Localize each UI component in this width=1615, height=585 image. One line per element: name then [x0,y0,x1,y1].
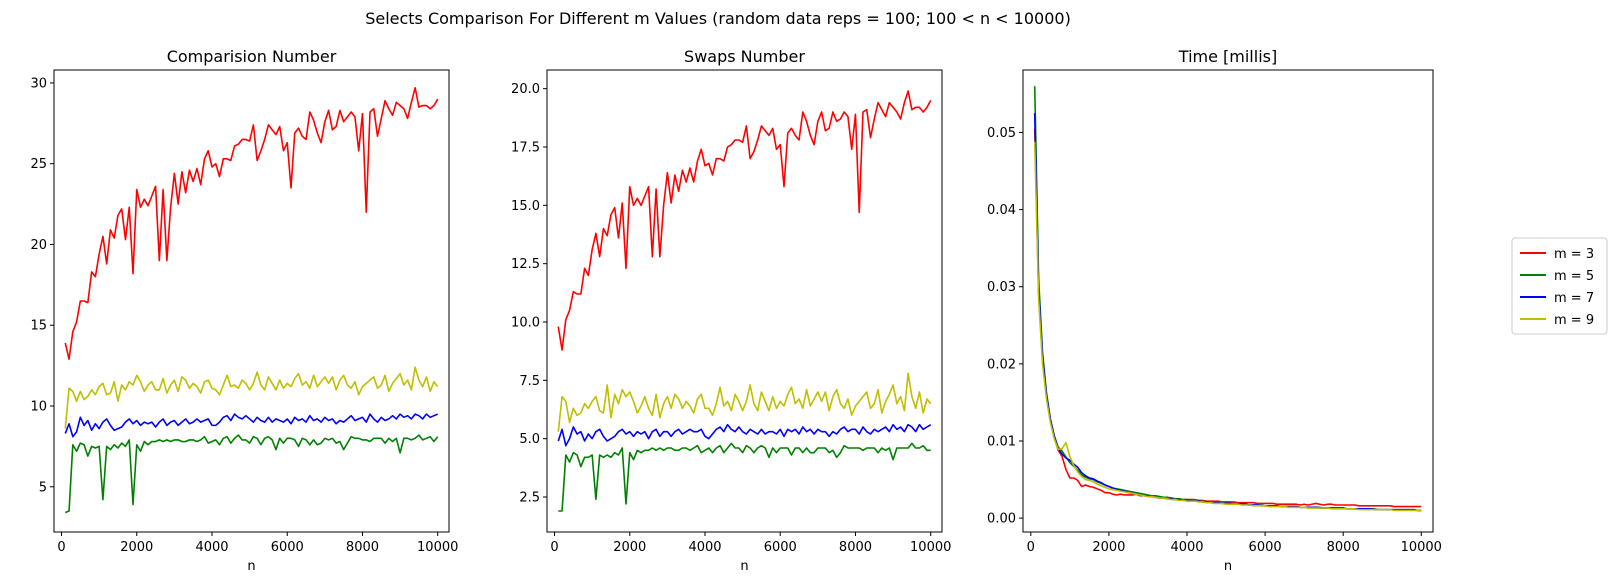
legend-label: m = 9 [1554,313,1594,328]
x-tick-label: 6000 [271,540,304,555]
series-line-3 [557,423,932,447]
series-line-3 [64,413,439,438]
x-axis-label: n [740,559,748,574]
series-line-3 [1033,113,1422,512]
axes-frame [53,69,450,533]
y-tick-label: 0.05 [987,126,1016,141]
y-tick-label: 20.0 [511,82,540,97]
y-tick-label: 25 [30,157,47,172]
subplot-3: Time [millis] 0 2000 4000 6000 8000 10000 0.00 0… [987,47,1442,574]
y-tick-label: 10.0 [511,316,540,331]
y-tick-label: 5.0 [519,432,540,447]
x-tick-label: 2000 [1092,540,1125,555]
x-tick-label: 6000 [1249,540,1282,555]
series-line-1 [557,90,932,351]
series-line-2 [1033,86,1422,512]
figure-title: Selects Comparison For Different m Value… [365,9,1071,28]
subplot-1: Comparision Number 0 2000 4000 6000 8000 10000… [30,47,458,574]
y-tick-label: 5 [39,480,47,495]
x-tick-label: 4000 [195,540,228,555]
x-tick-label: 0 [57,540,65,555]
legend-label: m = 3 [1554,247,1594,262]
y-tick-label: 0.04 [987,203,1016,218]
x-tick-label: 8000 [346,540,379,555]
series-line-1 [64,86,439,360]
y-tick-label: 0.03 [987,280,1016,295]
y-tick-label: 15 [30,319,47,334]
y-tick-label: 0.01 [987,434,1016,449]
x-tick-label: 2000 [120,540,153,555]
series-line-1 [1033,128,1422,508]
series-line-4 [557,372,932,432]
x-axis-label: n [247,559,255,574]
series-line-4 [64,366,439,429]
series-group [64,86,439,514]
series-group [557,90,932,512]
series-line-2 [64,434,439,514]
series-group [1033,86,1422,512]
legend: m = 3 m = 5 m = 7 m = 9 [1511,237,1608,335]
subplot-2: Swaps Number 0 2000 4000 6000 8000 10000 2.5 5.0… [511,47,951,574]
y-tick-label: 17.5 [511,141,540,156]
x-tick-label: 6000 [764,540,797,555]
axes-frame [546,69,943,533]
y-tick-label: 15.0 [511,199,540,214]
y-tick-label: 12.5 [511,257,540,272]
x-tick-label: 10000 [910,540,951,555]
x-tick-label: 0 [1027,540,1035,555]
x-tick-label: 10000 [417,540,458,555]
y-tick-label: 7.5 [519,374,540,389]
x-tick-label: 2000 [613,540,646,555]
y-tick-label: 2.5 [519,491,540,506]
y-tick-label: 0.02 [987,357,1016,372]
x-tick-label: 10000 [1401,540,1442,555]
legend-box [1511,237,1608,335]
x-axis-label: n [1224,559,1232,574]
y-tick-label: 10 [30,400,47,415]
subplot-title: Comparision Number [167,47,337,66]
series-line-4 [1033,141,1422,512]
x-tick-label: 4000 [1170,540,1203,555]
y-tick-label: 20 [30,238,47,253]
legend-label: m = 7 [1554,291,1594,306]
x-tick-label: 4000 [688,540,721,555]
subplot-title: Time [millis] [1178,47,1277,66]
x-tick-label: 8000 [839,540,872,555]
legend-label: m = 5 [1554,269,1594,284]
x-tick-label: 0 [550,540,558,555]
y-tick-label: 0.00 [987,512,1016,527]
axes-frame [1022,69,1434,533]
subplot-title: Swaps Number [684,47,805,66]
y-tick-label: 30 [30,76,47,91]
x-tick-label: 8000 [1327,540,1360,555]
series-line-2 [558,442,931,512]
